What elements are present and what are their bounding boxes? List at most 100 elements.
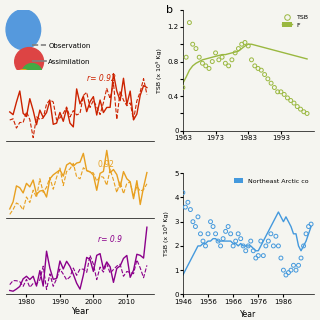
Point — [180, 190, 185, 195]
Point — [263, 244, 268, 249]
Point — [252, 63, 257, 68]
Point — [306, 224, 311, 229]
Point — [246, 44, 251, 49]
Point — [308, 221, 314, 227]
Ellipse shape — [15, 48, 44, 76]
Point — [211, 224, 216, 229]
Point — [248, 238, 253, 244]
Ellipse shape — [6, 10, 41, 50]
Point — [200, 61, 205, 66]
Text: r= 0.92: r= 0.92 — [87, 74, 116, 83]
Point — [223, 229, 228, 234]
Text: b: b — [166, 5, 173, 15]
Y-axis label: TSB (x 10⁹ Kg): TSB (x 10⁹ Kg) — [156, 48, 162, 92]
Point — [285, 95, 290, 100]
Point — [272, 85, 277, 90]
Point — [183, 204, 188, 210]
Point — [197, 55, 202, 60]
Point — [241, 244, 246, 249]
Point — [292, 100, 297, 106]
Point — [184, 55, 189, 60]
Point — [218, 244, 223, 249]
Point — [255, 66, 260, 71]
Point — [266, 238, 271, 244]
Point — [284, 272, 289, 277]
Text: 0.92: 0.92 — [98, 160, 115, 169]
Y-axis label: TSB (x 10⁹ Kg): TSB (x 10⁹ Kg) — [163, 212, 169, 256]
Text: Assimilation: Assimilation — [48, 59, 91, 65]
Ellipse shape — [22, 64, 42, 84]
Point — [275, 89, 280, 94]
Point — [220, 236, 226, 241]
Point — [243, 248, 248, 253]
Point — [253, 255, 258, 260]
Point — [278, 89, 284, 94]
Point — [228, 231, 233, 236]
Point — [268, 81, 274, 86]
Point — [203, 63, 208, 68]
Text: Observation: Observation — [48, 43, 91, 49]
Point — [215, 238, 220, 244]
Point — [190, 42, 195, 47]
Point — [305, 111, 310, 116]
Point — [259, 68, 264, 73]
Point — [220, 55, 225, 60]
Point — [213, 231, 218, 236]
Point — [262, 72, 267, 77]
Legend: Northeast Arctic co: Northeast Arctic co — [232, 176, 310, 186]
Point — [193, 224, 198, 229]
Point — [226, 224, 231, 229]
Point — [243, 40, 248, 45]
Point — [299, 255, 304, 260]
Ellipse shape — [15, 70, 32, 86]
Point — [282, 92, 287, 97]
Point — [295, 104, 300, 109]
Point — [265, 76, 270, 81]
Point — [258, 238, 263, 244]
Point — [233, 238, 238, 244]
Point — [261, 253, 266, 258]
Point — [239, 42, 244, 47]
Point — [188, 207, 193, 212]
Point — [268, 231, 273, 236]
Point — [196, 214, 201, 220]
Point — [281, 268, 286, 273]
Point — [303, 231, 308, 236]
Point — [185, 200, 190, 205]
Point — [236, 46, 241, 51]
Point — [208, 219, 213, 224]
Point — [288, 268, 293, 273]
Point — [296, 263, 301, 268]
X-axis label: Year: Year — [240, 310, 256, 319]
Point — [276, 244, 281, 249]
Point — [256, 253, 261, 258]
Point — [286, 270, 291, 275]
Point — [231, 244, 236, 249]
Point — [278, 255, 284, 260]
Point — [226, 63, 231, 68]
Point — [210, 59, 215, 64]
Point — [246, 244, 251, 249]
Point — [206, 66, 212, 71]
Point — [216, 57, 221, 62]
Point — [271, 244, 276, 249]
Text: r= 0.9: r= 0.9 — [98, 235, 122, 244]
Point — [203, 244, 208, 249]
Point — [301, 244, 306, 249]
Point — [198, 231, 203, 236]
Point — [298, 107, 303, 112]
Point — [233, 50, 238, 55]
Point — [251, 248, 256, 253]
Legend: TSB, F: TSB, F — [280, 13, 310, 29]
Point — [229, 57, 235, 62]
Point — [236, 231, 241, 236]
Point — [249, 57, 254, 62]
Point — [193, 46, 198, 51]
Point — [205, 231, 211, 236]
Text: Year: Year — [71, 307, 89, 316]
Point — [223, 61, 228, 66]
Point — [180, 85, 185, 90]
Point — [238, 236, 243, 241]
Point — [200, 238, 205, 244]
Point — [273, 234, 278, 239]
